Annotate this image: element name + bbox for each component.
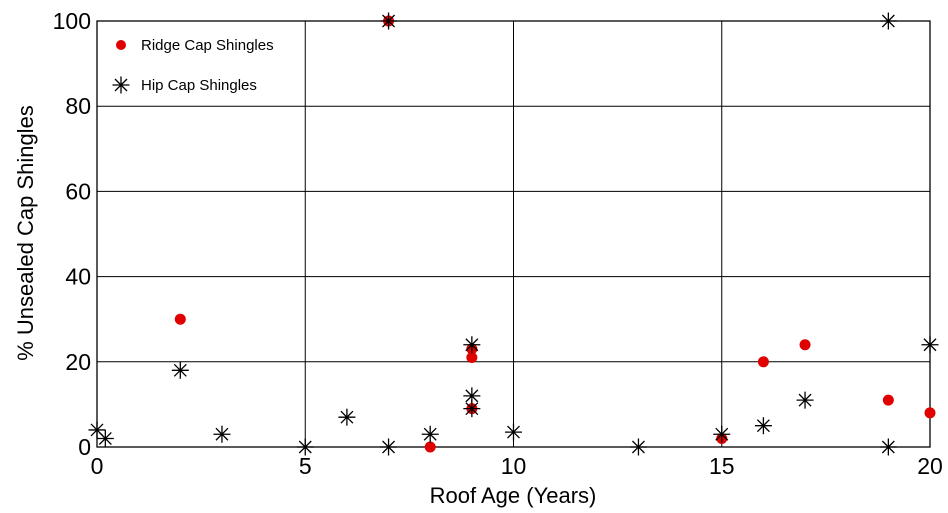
hip-cap-point bbox=[421, 425, 439, 443]
y-tick-label: 0 bbox=[78, 434, 91, 460]
y-axis-title: % Unsealed Cap Shingles bbox=[13, 105, 38, 361]
ridge-cap-point bbox=[799, 339, 811, 351]
x-axis-title: Roof Age (Years) bbox=[430, 483, 597, 508]
legend-marker-ridge-cap bbox=[116, 40, 126, 50]
ridge-cap-point bbox=[424, 441, 436, 453]
y-tick-labels: 0 20 40 60 80 100 bbox=[53, 8, 91, 460]
ridge-cap-point bbox=[757, 356, 769, 368]
x-tick-label: 10 bbox=[501, 453, 527, 479]
hip-cap-point bbox=[754, 417, 772, 435]
y-tick-label: 40 bbox=[65, 264, 91, 290]
hip-cap-point bbox=[380, 12, 398, 30]
hip-cap-point bbox=[463, 400, 481, 418]
hip-cap-point bbox=[463, 336, 481, 354]
hip-cap-point bbox=[629, 438, 647, 456]
x-tick-label: 0 bbox=[91, 453, 104, 479]
legend: Ridge Cap Shingles Hip Cap Shingles bbox=[112, 37, 274, 94]
hip-cap-point bbox=[796, 391, 814, 409]
hip-cap-point bbox=[171, 361, 189, 379]
y-tick-label: 80 bbox=[65, 93, 91, 119]
legend-item-hip-cap: Hip Cap Shingles bbox=[112, 76, 257, 94]
ridge-cap-point bbox=[882, 394, 894, 406]
ridge-cap-point bbox=[924, 407, 936, 419]
hip-cap-point bbox=[338, 408, 356, 426]
y-tick-label: 60 bbox=[65, 178, 91, 204]
hip-cap-point bbox=[296, 438, 314, 456]
hip-cap-point bbox=[879, 12, 897, 30]
x-tick-label: 20 bbox=[917, 453, 943, 479]
x-tick-label: 15 bbox=[709, 453, 735, 479]
legend-marker-hip-cap bbox=[112, 76, 130, 94]
ridge-cap-point bbox=[466, 352, 478, 364]
legend-item-ridge-cap: Ridge Cap Shingles bbox=[116, 37, 274, 54]
ridge-cap-point bbox=[174, 313, 186, 325]
y-tick-label: 100 bbox=[53, 8, 91, 34]
hip-cap-point bbox=[713, 425, 731, 443]
data-points bbox=[88, 12, 939, 456]
x-tick-labels: 0 5 10 15 20 bbox=[91, 453, 943, 479]
legend-label-ridge-cap: Ridge Cap Shingles bbox=[141, 37, 274, 54]
hip-cap-point bbox=[380, 438, 398, 456]
hip-cap-point bbox=[879, 438, 897, 456]
hip-cap-point bbox=[921, 336, 939, 354]
x-tick-label: 5 bbox=[299, 453, 312, 479]
legend-label-hip-cap: Hip Cap Shingles bbox=[141, 77, 257, 94]
plot-frame bbox=[96, 20, 931, 448]
hip-cap-point bbox=[96, 429, 114, 447]
hip-cap-point bbox=[505, 423, 522, 441]
hip-cap-point bbox=[213, 425, 231, 443]
legend-asterisk bbox=[112, 76, 130, 94]
y-tick-label: 20 bbox=[65, 349, 91, 375]
